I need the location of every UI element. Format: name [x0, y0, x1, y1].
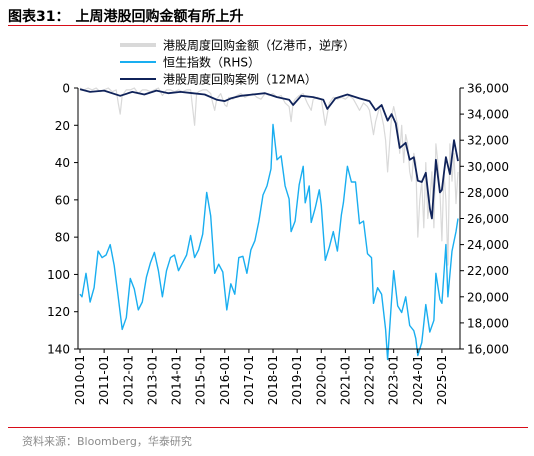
- figure-title-text: 上周港股回购金额有所上升: [75, 9, 244, 25]
- y-right-tick-label: 32,000: [467, 134, 509, 148]
- x-tick-label: 2024-01: [411, 355, 425, 405]
- y-left-tick-label: 100: [47, 268, 70, 282]
- y-right-tick-label: 22,000: [467, 264, 509, 278]
- x-tick-label: 2011-01: [97, 355, 111, 405]
- legend-label-1: 港股周度回购金额（亿港币，逆序）: [163, 38, 355, 53]
- y-left-tick-label: 80: [55, 231, 70, 245]
- x-tick-label: 2010-01: [73, 355, 87, 405]
- y-left-tick-label: 40: [55, 156, 70, 170]
- y-right-tick-label: 20,000: [467, 290, 509, 304]
- x-tick-label: 2016-01: [218, 355, 232, 405]
- legend-label-2: 恒生指数（RHS）: [163, 55, 260, 70]
- series-layer: [79, 87, 459, 361]
- y-left-tick-label: 60: [55, 193, 70, 207]
- x-tick-label: 2021-01: [338, 355, 352, 405]
- y-right-tick-label: 30,000: [467, 160, 509, 174]
- y-left-tick-label: 120: [47, 305, 70, 319]
- figure-label: 图表31：: [8, 9, 70, 25]
- x-tick-label: 2020-01: [314, 355, 328, 405]
- series-line-2: [79, 123, 459, 361]
- title-rule: [8, 25, 528, 26]
- series-line-3: [79, 88, 459, 220]
- y-right-tick-label: 28,000: [467, 186, 509, 200]
- x-tick-label: 2012-01: [121, 355, 135, 405]
- figure-title: 图表31： 上周港股回购金额有所上升: [8, 6, 243, 26]
- x-tick-label: 2015-01: [194, 355, 208, 405]
- x-tick-label: 2019-01: [290, 355, 304, 405]
- x-tick-label: 2023-01: [387, 355, 401, 405]
- source-rule: [8, 427, 528, 428]
- y-left-tick-label: 0: [62, 82, 70, 96]
- y-right-tick-label: 16,000: [467, 343, 509, 357]
- series-line-1: [79, 87, 459, 266]
- x-tick-label: 2013-01: [145, 355, 159, 405]
- legend: 港股周度回购金额（亿港币，逆序） 恒生指数（RHS） 港股周度回购案例（12MA）: [120, 38, 355, 87]
- legend-label-3: 港股周度回购案例（12MA）: [163, 72, 317, 87]
- y-left-tick-label: 140: [47, 343, 70, 357]
- y-right-tick-label: 18,000: [467, 316, 509, 330]
- x-tick-label: 2017-01: [242, 355, 256, 405]
- axes-layer: 0 20 40 60 80 100 120 140 16,000 18,000 20,000 22,0…: [47, 82, 509, 406]
- x-tick-label: 2018-01: [266, 355, 280, 405]
- y-right-tick-label: 24,000: [467, 238, 509, 252]
- y-right-tick-label: 34,000: [467, 108, 509, 122]
- x-tick-label: 2022-01: [363, 355, 377, 405]
- source-note: 资料来源：Bloomberg，华泰研究: [22, 435, 192, 448]
- x-tick-label: 2025-01: [435, 355, 449, 405]
- y-right-tick-label: 36,000: [467, 82, 509, 96]
- y-right-tick-label: 26,000: [467, 212, 509, 226]
- x-tick-label: 2014-01: [170, 355, 184, 405]
- y-left-tick-label: 20: [55, 119, 70, 133]
